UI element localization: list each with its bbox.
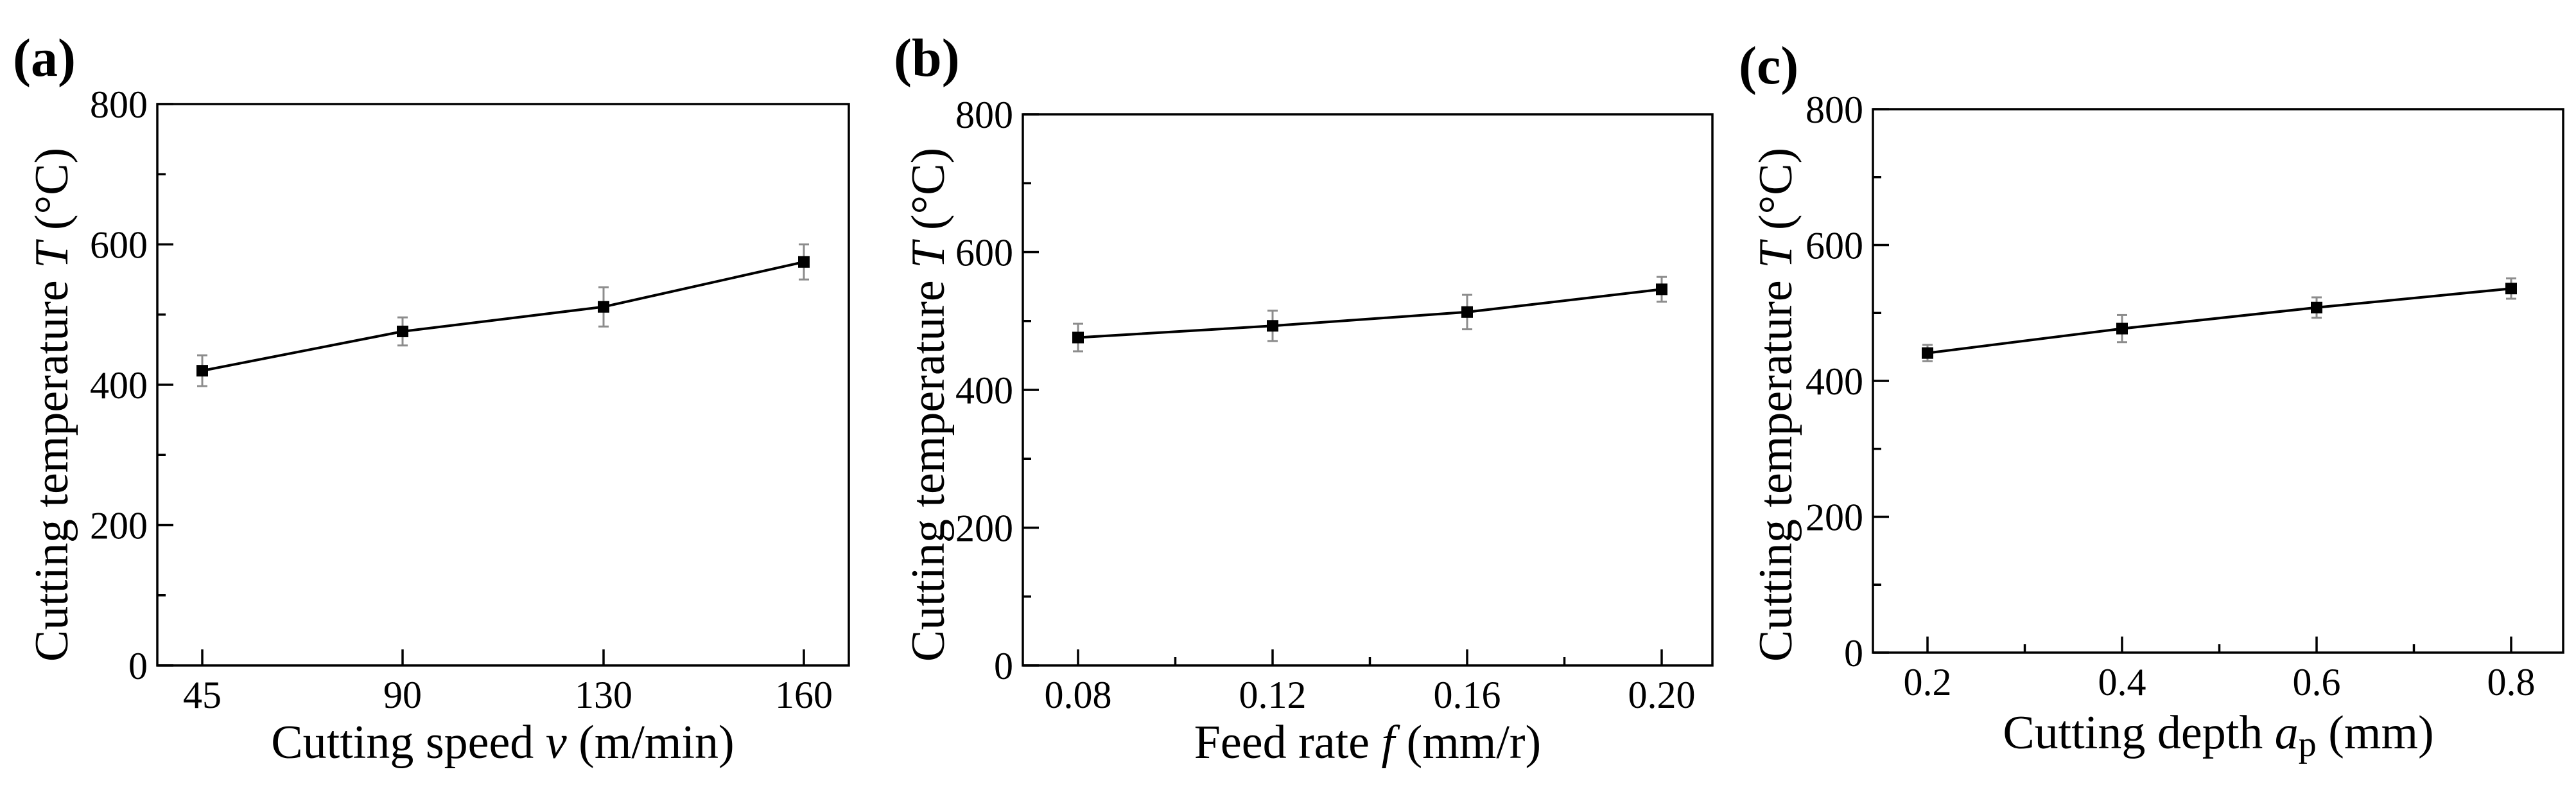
panel-c-x-ticks	[1926, 637, 2512, 653]
panel-b-y-tick-label-2: 400	[955, 369, 1013, 412]
panel-a-plot-frame	[156, 103, 850, 667]
panel-a-data-point-2	[598, 301, 609, 313]
panel-a-x-tick-label-1: 90	[383, 674, 422, 716]
panel-a-label: (a)	[13, 28, 76, 88]
panel-b: (b) Cutting temperature T (°C) 0 200 400…	[894, 28, 1714, 769]
panel-c-y-ticks	[1873, 108, 1889, 654]
panel-b-x-tick-label-3: 0.20	[1628, 674, 1696, 716]
panel-c-y-tick-label-0: 0	[1844, 632, 1863, 674]
panel-a-data-point-1	[397, 325, 408, 337]
panel-b-y-tick-label-4: 800	[955, 94, 1013, 136]
panel-c-y-tick-label-3: 600	[1806, 225, 1863, 267]
panel-c-x-tick-labels: 0.2 0.4 0.6 0.8	[1904, 661, 2536, 703]
panel-c-plot-frame	[1872, 108, 2564, 654]
panel-c-data-point-1	[2116, 322, 2128, 335]
panel-b-x-tick-label-0: 0.08	[1045, 674, 1112, 716]
panel-c-series-line	[1927, 287, 2512, 355]
panel-b-x-ticks	[1077, 649, 1663, 665]
panel-b-data-point-0	[1072, 331, 1084, 344]
panel-b-y-tick-label-1: 200	[955, 507, 1013, 550]
panel-c-x-tick-label-3: 0.8	[2487, 661, 2536, 703]
panel-c-x-tick-label-2: 0.6	[2293, 661, 2341, 703]
panel-b-plot-frame	[1022, 113, 1714, 667]
panel-b-y-tick-label-3: 600	[955, 232, 1013, 274]
panel-a-y-ticks	[157, 103, 173, 667]
panel-a-y-axis-title: Cutting temperature T (°C)	[26, 148, 78, 662]
panel-a-y-tick-label-1: 200	[90, 505, 148, 547]
panel-b-y-tick-label-0: 0	[994, 645, 1013, 687]
panel-b-y-axis-title: Cutting temperature T (°C)	[902, 148, 955, 662]
panel-c-data-point-3	[2505, 283, 2517, 295]
panel-a-data-point-3	[798, 256, 810, 268]
panel-b-x-tick-labels: 0.08 0.12 0.16 0.20	[1045, 674, 1696, 716]
panel-b-y-ticks	[1023, 113, 1039, 667]
panel-c-data-point-2	[2311, 301, 2322, 313]
panel-a-x-ticks	[201, 649, 805, 665]
panel-b-x-tick-label-1: 0.12	[1239, 674, 1307, 716]
panel-c: (c) Cutting temperature T (°C) 0 200 400…	[1739, 36, 2564, 764]
panel-c-y-tick-label-4: 800	[1806, 89, 1863, 131]
panel-a-y-tick-label-2: 400	[90, 364, 148, 407]
panel-c-y-tick-labels: 0 200 400 600 800	[1806, 89, 1863, 674]
panel-a-y-tick-labels: 0 200 400 600 800	[90, 84, 148, 687]
panel-a-y-tick-label-0: 0	[128, 645, 148, 687]
panel-b-x-tick-label-2: 0.16	[1434, 674, 1501, 716]
panel-a-y-tick-label-3: 600	[90, 224, 148, 267]
panel-c-data-point-0	[1922, 347, 1933, 359]
panel-a-x-tick-label-2: 130	[575, 674, 632, 716]
panel-a-series	[196, 243, 810, 387]
panel-c-y-axis-title: Cutting temperature T (°C)	[1750, 148, 1802, 662]
panel-c-x-tick-label-1: 0.4	[2098, 661, 2146, 703]
panel-a: (a) Cutting temperature T (°C) 0 200 400…	[13, 28, 850, 769]
panel-b-x-axis-title: Feed rate f (mm/r)	[1194, 716, 1541, 769]
panel-b-data-point-3	[1656, 283, 1667, 295]
panel-c-y-tick-label-2: 400	[1806, 360, 1863, 403]
panel-a-data-point-0	[196, 365, 208, 377]
panel-c-series	[1922, 277, 2517, 362]
panel-a-x-axis-title: Cutting speed v (m/min)	[271, 716, 734, 769]
panel-b-data-point-1	[1267, 320, 1278, 332]
panel-c-label: (c)	[1739, 36, 1798, 96]
panel-a-series-line	[202, 260, 805, 373]
panel-a-y-tick-label-4: 800	[90, 84, 148, 126]
panel-a-x-tick-labels: 45 90 130 160	[183, 674, 833, 716]
panel-b-series-line	[1077, 288, 1662, 339]
panel-c-y-tick-label-1: 200	[1806, 497, 1863, 539]
panel-c-x-tick-label-0: 0.2	[1904, 661, 1952, 703]
panel-b-series	[1072, 276, 1667, 353]
panel-b-y-tick-labels: 0 200 400 600 800	[955, 94, 1013, 687]
panel-a-x-tick-label-0: 45	[183, 674, 222, 716]
panel-b-data-point-2	[1461, 306, 1473, 318]
panel-c-x-axis-title: Cutting depth ap (mm)	[2003, 707, 2433, 764]
panel-a-x-tick-label-3: 160	[775, 674, 833, 716]
panel-b-label: (b)	[894, 28, 960, 88]
